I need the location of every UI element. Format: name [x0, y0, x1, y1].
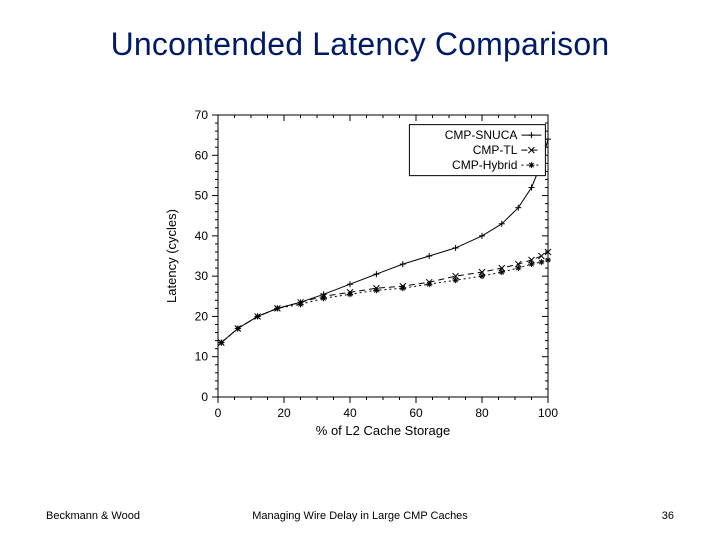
y-tick-label: 30	[195, 269, 209, 283]
y-tick-label: 10	[195, 350, 209, 364]
legend-label: CMP-Hybrid	[452, 158, 517, 172]
y-axis-label: Latency (cycles)	[164, 209, 179, 303]
y-tick-label: 50	[195, 189, 209, 203]
footer-pagenumber: 36	[662, 510, 674, 522]
slide-title: Uncontended Latency Comparison	[0, 26, 720, 63]
x-tick-label: 40	[343, 406, 357, 420]
y-tick-label: 20	[195, 309, 209, 323]
legend-label: CMP-TL	[473, 143, 518, 157]
x-tick-label: 0	[215, 406, 222, 420]
x-tick-label: 80	[475, 406, 489, 420]
legend-label: CMP-SNUCA	[445, 128, 518, 142]
latency-chart: 0 20 40 60 80 100 0 10 20 30 40 50 60 70 % of L2 Cache…	[160, 105, 560, 445]
y-tick-label: 40	[195, 229, 209, 243]
x-tick-label: 60	[409, 406, 423, 420]
x-axis-label: % of L2 Cache Storage	[316, 423, 450, 438]
y-tick-label: 70	[195, 108, 209, 122]
y-tick-label: 0	[201, 390, 208, 404]
x-tick-label: 20	[277, 406, 291, 420]
y-tick-label: 60	[195, 148, 209, 162]
x-tick-label: 100	[538, 406, 558, 420]
footer-title: Managing Wire Delay in Large CMP Caches	[0, 510, 720, 522]
